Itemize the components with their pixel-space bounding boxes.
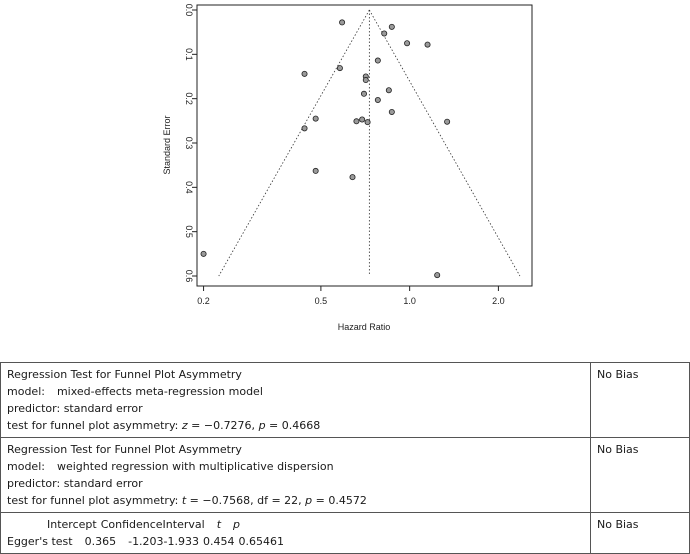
test-1-statistic: test for funnel plot asymmetry: z = −0.7… [7,419,321,432]
y-tick-label: 0.4 [184,181,194,194]
test-2-model: model: weighted regression with multiplic… [7,460,334,473]
x-tick-label: 0.5 [315,296,328,306]
test-2-title: Regression Test for Funnel Plot Asymmetr… [7,443,242,456]
data-point [301,70,308,77]
data-point [424,41,431,48]
data-point [444,118,451,125]
bias-tests-table: Regression Test for Funnel Plot Asymmetr… [0,362,690,554]
test-1-title: Regression Test for Funnel Plot Asymmetr… [7,368,242,381]
test-1-predictor: predictor: standard error [7,402,143,415]
funnel-plot: 0.2 0.5 1.0 2.0 0.0 0.1 0.2 0.3 0.4 0.5 0.6 Hazar… [162,4,533,332]
data-point [312,167,319,174]
data-point [388,23,395,30]
egger-row: Intercept ConfidenceInterval t p Egger's te… [0,512,690,554]
egger-details: Intercept ConfidenceInterval t p Egger's te… [0,512,591,554]
egger-result: No Bias [590,512,690,554]
data-point [339,19,346,26]
test-2-result: No Bias [590,437,690,513]
data-point [404,40,411,47]
test-1-details: Regression Test for Funnel Plot Asymmetr… [0,362,591,438]
data-point [359,116,366,123]
egger-header: Intercept ConfidenceInterval t p [47,518,240,531]
y-tick-label: 0.6 [184,270,194,283]
data-point [374,57,381,64]
y-axis-label: Standard Error [162,115,172,174]
data-point [434,272,441,279]
egger-values: Egger's test 0.365 -1.203-1.933 0.454 0.6546… [7,535,285,548]
data-point [385,87,392,94]
data-point [336,65,343,72]
plot-frame [196,4,533,287]
y-tick-label: 0.2 [184,92,194,105]
x-axis-label: Hazard Ratio [338,322,391,332]
y-axis: 0.0 0.1 0.2 0.3 0.4 0.5 0.6 [184,4,198,283]
test-2-statistic: test for funnel plot asymmetry: t = −0.7… [7,494,367,507]
x-tick-label: 1.0 [403,296,416,306]
data-points [200,19,451,279]
data-point [200,250,207,257]
data-point [364,119,371,126]
funnel-right-limit [369,9,521,277]
data-point [349,174,356,181]
test-2-details: Regression Test for Funnel Plot Asymmetr… [0,437,591,513]
y-tick-label: 0.0 [184,4,194,17]
test-row-1: Regression Test for Funnel Plot Asymmetr… [0,362,690,438]
y-tick-label: 0.1 [184,48,194,61]
funnel-region [218,9,521,277]
test-2-predictor: predictor: standard error [7,477,143,490]
y-tick-label: 0.3 [184,137,194,150]
x-tick-label: 2.0 [492,296,505,306]
data-point [360,90,367,97]
data-point [353,118,360,125]
funnel-left-limit [218,9,370,277]
y-tick-label: 0.5 [184,225,194,238]
test-1-model: model: mixed-effects meta-regression mode… [7,385,263,398]
data-point [362,77,369,84]
x-tick-label: 0.2 [197,296,210,306]
test-1-result: No Bias [590,362,690,438]
data-point [312,115,319,122]
data-point [381,30,388,37]
test-row-2: Regression Test for Funnel Plot Asymmetr… [0,437,690,513]
data-point [301,125,308,132]
data-point [388,108,395,115]
x-axis: 0.2 0.5 1.0 2.0 [197,285,505,306]
data-point [374,96,381,103]
